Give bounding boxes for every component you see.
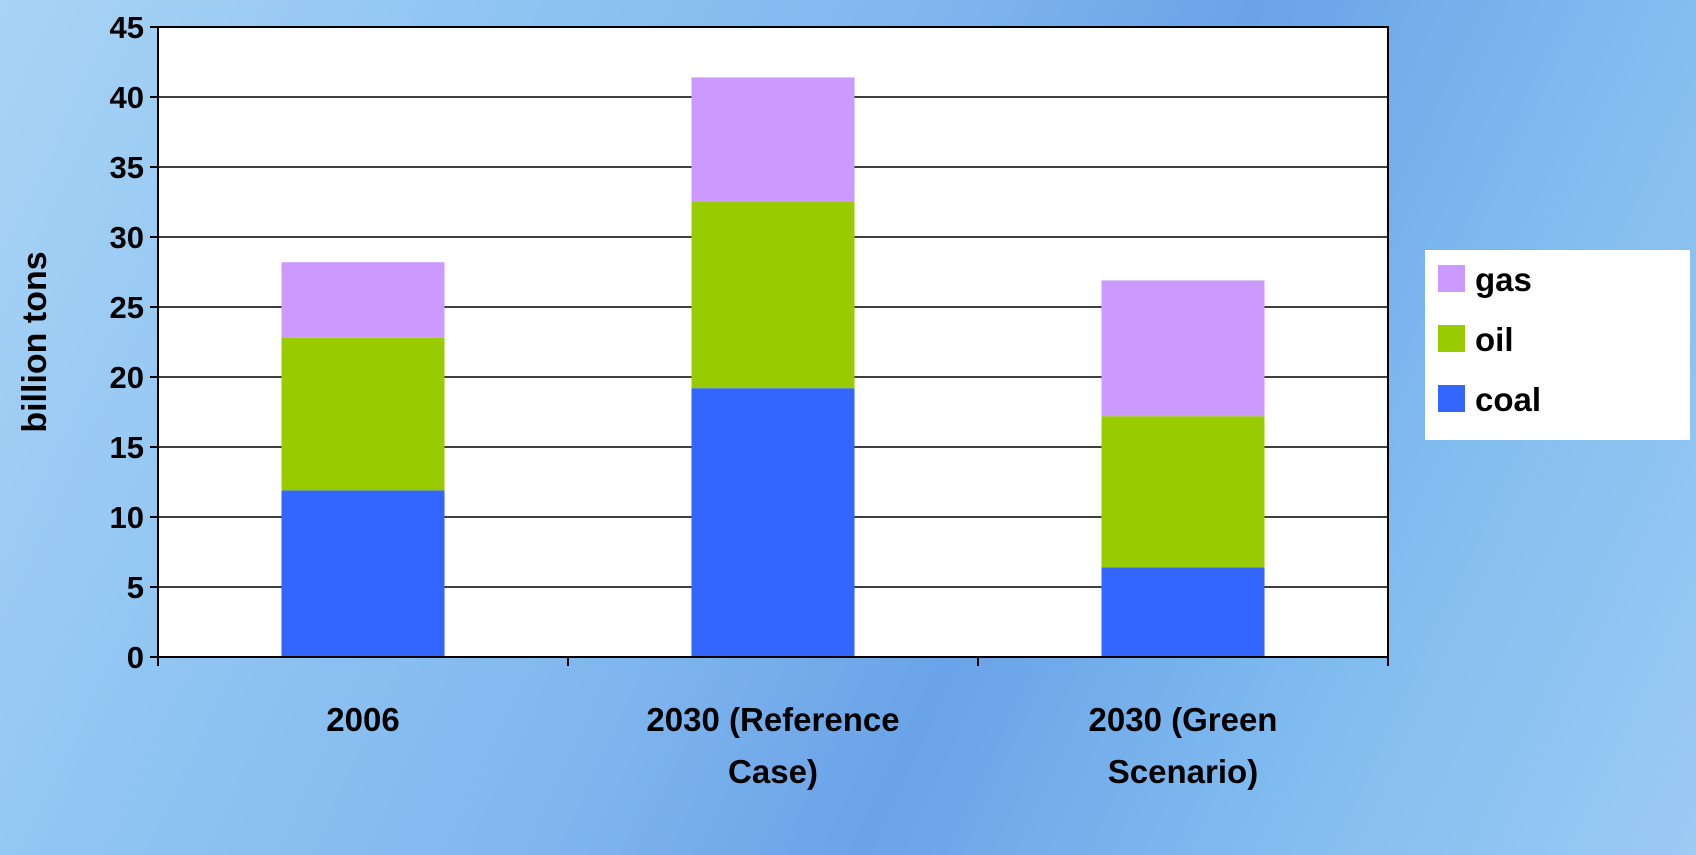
bar-oil xyxy=(1101,416,1265,568)
y-tick-label: 10 xyxy=(110,500,144,535)
bar-gas xyxy=(1101,280,1265,417)
y-tick-label: 5 xyxy=(127,570,144,605)
x-tick-label: 2030 (Reference Case) xyxy=(646,701,899,790)
x-tick-label: 2006 xyxy=(326,701,399,738)
y-tick-label: 15 xyxy=(110,430,144,465)
bar-oil xyxy=(281,337,445,491)
bar-coal xyxy=(691,388,855,657)
bar-coal xyxy=(1101,567,1265,657)
y-tick-label: 0 xyxy=(127,640,144,675)
legend-swatch-oil xyxy=(1438,325,1465,352)
bar-gas xyxy=(281,262,445,338)
bars xyxy=(281,77,1265,657)
x-tick-label: 2030 (Green Scenario) xyxy=(1089,701,1278,790)
legend-box xyxy=(1425,250,1690,440)
legend-label-coal: coal xyxy=(1475,381,1541,418)
y-tick-label: 45 xyxy=(110,10,144,45)
y-tick-label: 40 xyxy=(110,80,144,115)
y-tick-label: 20 xyxy=(110,360,144,395)
y-tick-label: 35 xyxy=(110,150,144,185)
y-axis-title: billion tons xyxy=(16,251,54,432)
legend-swatch-gas xyxy=(1438,265,1465,292)
bar-coal xyxy=(281,490,445,657)
legend-swatch-coal xyxy=(1438,385,1465,412)
x-tick-labels: 2006 2030 (Reference Case) 2030 (Green Scena… xyxy=(326,701,1277,790)
y-tick-labels: 0 5 10 15 20 25 30 35 40 45 xyxy=(110,10,144,675)
legend-label-oil: oil xyxy=(1475,321,1514,358)
axes xyxy=(150,26,1389,666)
bar-gas xyxy=(691,77,855,202)
legend: gas oil coal xyxy=(1425,250,1690,440)
bar-oil xyxy=(691,202,855,389)
legend-label-gas: gas xyxy=(1475,261,1532,298)
y-tick-label: 25 xyxy=(110,290,144,325)
plot-border xyxy=(157,26,1389,658)
y-tick-label: 30 xyxy=(110,220,144,255)
